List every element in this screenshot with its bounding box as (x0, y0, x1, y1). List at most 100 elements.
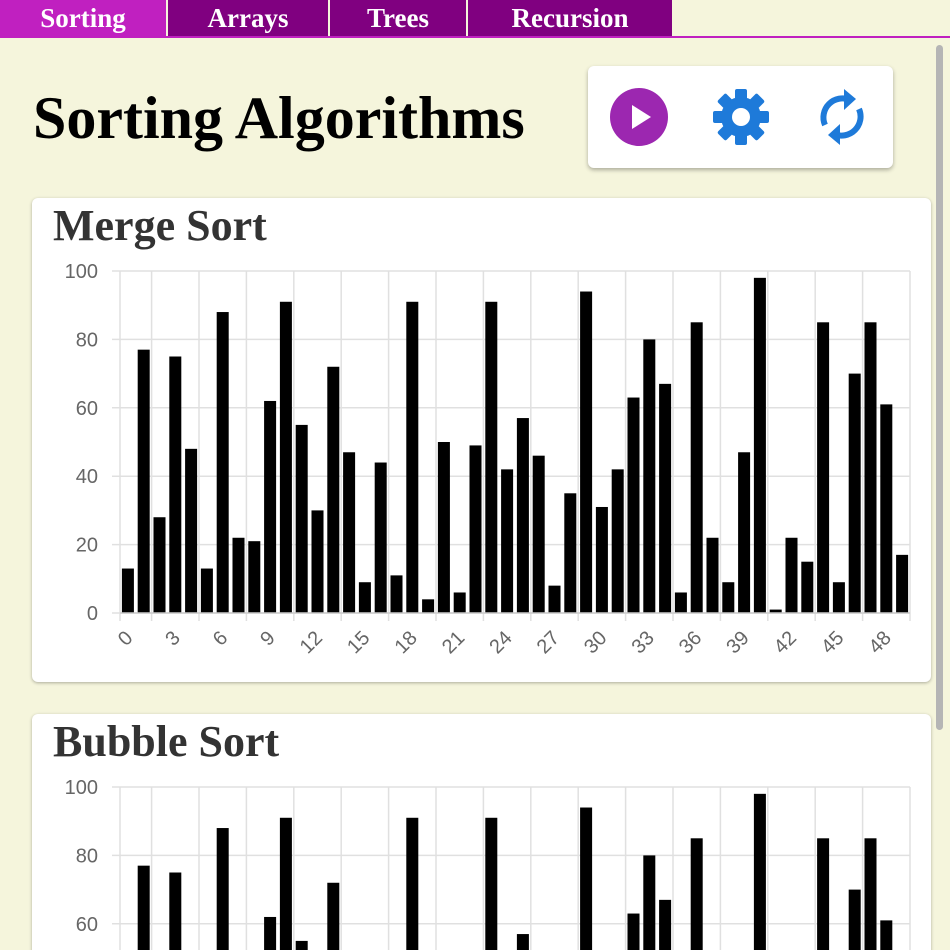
bar (880, 920, 893, 950)
bar (374, 462, 387, 613)
bar (406, 817, 419, 950)
bar (532, 455, 545, 613)
bar (153, 517, 166, 613)
bar (358, 582, 371, 613)
bar (611, 469, 624, 613)
x-tick-label: 0 (114, 627, 137, 650)
main: Sorting Algorithms Merge Sort 0 20 (0, 38, 950, 950)
controls (588, 66, 893, 168)
x-tick-label: 30 (580, 627, 611, 658)
bar (311, 510, 324, 613)
bar (232, 537, 245, 613)
y-tick-label: 40 (76, 466, 98, 488)
bar (216, 828, 229, 950)
x-tick-label: 15 (343, 627, 374, 658)
bar (643, 855, 656, 950)
x-tick-label: 9 (256, 627, 279, 650)
y-tick-label: 60 (76, 914, 98, 936)
bar (580, 807, 593, 950)
x-tick-label: 45 (817, 627, 848, 658)
bar (690, 322, 703, 613)
x-tick-label: 21 (438, 627, 469, 658)
bar (406, 301, 419, 613)
bar (437, 442, 450, 613)
bar (501, 469, 514, 613)
y-tick-label: 0 (87, 603, 98, 625)
bar (817, 322, 830, 613)
bar (785, 537, 798, 613)
bar (169, 356, 182, 613)
y-tick-label: 60 (76, 398, 98, 420)
settings-button[interactable] (713, 89, 769, 145)
bar (864, 322, 877, 613)
bar (706, 537, 719, 613)
control-icons (610, 88, 864, 146)
bar (185, 448, 198, 613)
bar (295, 940, 308, 950)
x-tick-label: 24 (485, 627, 516, 658)
bar (343, 452, 356, 613)
bar (469, 445, 482, 613)
bar (674, 592, 687, 613)
chart-title: Merge Sort (53, 201, 267, 250)
bar (216, 312, 229, 613)
bar (485, 817, 498, 950)
tab[interactable]: Sorting (0, 0, 166, 36)
bar (327, 882, 340, 950)
bar (659, 899, 672, 950)
bar (264, 400, 277, 613)
bar (248, 541, 261, 613)
bar (753, 793, 766, 950)
x-tick-label: 36 (675, 627, 706, 658)
x-tick-label: 18 (391, 627, 422, 658)
bar (643, 339, 656, 613)
bar (864, 838, 877, 950)
page-title: Sorting Algorithms (33, 85, 525, 151)
bar (738, 452, 751, 613)
y-tick-label: 100 (65, 777, 98, 799)
chart-card: Merge Sort 0 20 40 60 80 100 0 3 6 9 12 15 18 21 24 27 30… (32, 198, 931, 682)
x-tick-label: 3 (161, 627, 184, 650)
bar (453, 592, 466, 613)
tab[interactable]: Trees (330, 0, 466, 36)
scrollbar[interactable] (936, 45, 943, 730)
bar (564, 493, 577, 613)
x-tick-label: 39 (722, 627, 753, 658)
bar (595, 506, 608, 613)
bar (769, 609, 782, 613)
bar (896, 554, 909, 613)
y-tick-label: 80 (76, 329, 98, 351)
bar (580, 291, 593, 613)
chart-card: Bubble Sort02040608010003691215182124273… (32, 714, 931, 950)
bar (753, 277, 766, 613)
play-button[interactable] (610, 88, 668, 146)
y-tick-label: 80 (76, 845, 98, 867)
reset-button[interactable] (820, 89, 864, 145)
tab[interactable]: Arrays (168, 0, 328, 36)
bar (627, 913, 640, 950)
bar (722, 582, 735, 613)
bar (137, 349, 150, 613)
bar (295, 424, 308, 613)
tab-bar: Sorting Arrays Trees Recursion (0, 0, 950, 38)
bar (121, 568, 134, 613)
bar (422, 599, 435, 613)
bar (848, 889, 861, 950)
bar (137, 865, 150, 950)
bar (279, 301, 292, 613)
tab[interactable]: Recursion (468, 0, 672, 36)
bar (516, 934, 529, 950)
bar (801, 561, 814, 613)
bar (264, 916, 277, 950)
bar (169, 872, 182, 950)
bar (848, 373, 861, 613)
bar (832, 582, 845, 613)
bar (200, 568, 213, 613)
bar (327, 366, 340, 613)
x-tick-label: 48 (865, 627, 896, 658)
x-tick-label: 27 (533, 627, 564, 658)
bar (627, 397, 640, 613)
x-tick-label: 12 (296, 627, 327, 658)
